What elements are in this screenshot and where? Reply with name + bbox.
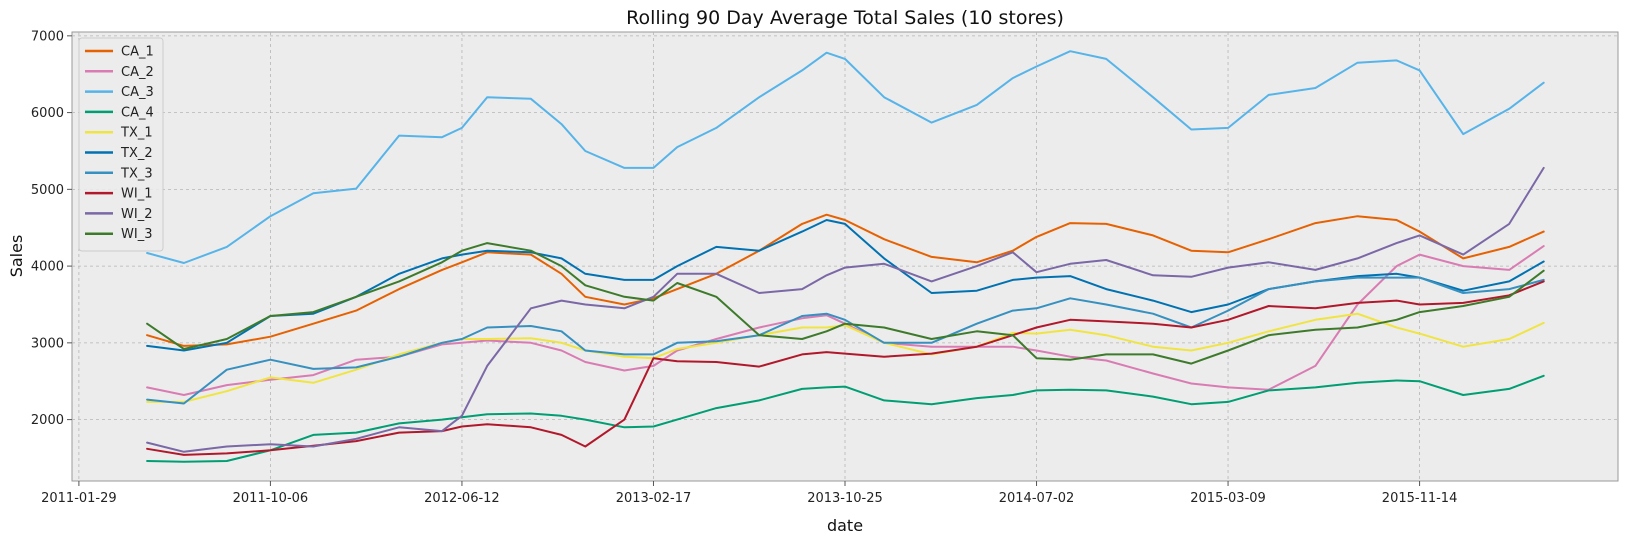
y-axis-title: Sales <box>7 235 26 278</box>
y-tick-label: 6000 <box>31 106 64 121</box>
series-layer <box>146 50 1545 463</box>
y-tick-label: 5000 <box>31 183 64 198</box>
series-line-tx-3 <box>146 276 1545 405</box>
series-line-ca-1 <box>146 213 1545 347</box>
series-line-tx-1 <box>146 312 1545 403</box>
legend-label: WI_1 <box>121 187 152 202</box>
series-line-wi-2 <box>146 166 1545 453</box>
x-tick-label: 2011-01-29 <box>41 491 117 506</box>
series-line-ca-3 <box>146 50 1545 264</box>
chart-title: Rolling 90 Day Average Total Sales (10 s… <box>626 7 1064 29</box>
legend-label: TX_3 <box>120 166 153 181</box>
series-line-wi-3 <box>146 242 1545 365</box>
x-tick-label: 2011-10-06 <box>233 491 309 506</box>
x-tick-label: 2013-10-25 <box>807 491 883 506</box>
x-tick-label: 2015-03-09 <box>1190 491 1266 506</box>
legend-label: CA_3 <box>121 85 154 100</box>
legend-label: TX_2 <box>120 146 153 161</box>
y-axis-ticks: 2000 3000 4000 5000 6000 7000 <box>31 29 72 428</box>
series-line-wi-1 <box>146 280 1545 456</box>
legend-label: CA_4 <box>121 105 154 120</box>
y-tick-label: 2000 <box>31 413 64 428</box>
x-axis-title: date <box>827 516 863 535</box>
legend-label: WI_3 <box>121 227 152 242</box>
legend-label: TX_1 <box>120 126 153 141</box>
y-tick-label: 3000 <box>31 336 64 351</box>
legend-label: WI_2 <box>121 207 152 222</box>
series-line-ca-4 <box>146 374 1545 463</box>
x-tick-label: 2013-02-17 <box>616 491 692 506</box>
legend-label: CA_2 <box>121 65 154 80</box>
x-axis-ticks: 2011-01-29 2011-10-06 2012-06-12 2013-02-17… <box>41 481 1457 506</box>
legend-label: CA_1 <box>121 45 154 60</box>
x-tick-label: 2014-07-02 <box>999 491 1075 506</box>
y-tick-label: 7000 <box>31 29 64 44</box>
y-tick-label: 4000 <box>31 260 64 275</box>
x-tick-label: 2012-06-12 <box>424 491 500 506</box>
legend: CA_1 CA_2 CA_3 CA_4 TX_1 TX_2 TX_3 WI_1 WI_2 WI_3 <box>78 37 164 252</box>
x-tick-label: 2015-11-14 <box>1382 491 1458 506</box>
